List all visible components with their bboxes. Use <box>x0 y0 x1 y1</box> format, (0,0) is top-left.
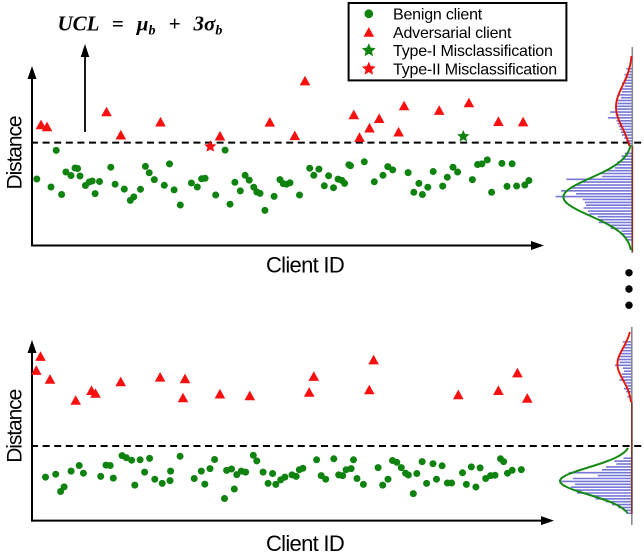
svg-text:UCL = μb + 3σb: UCL = μb + 3σb <box>58 12 223 39</box>
svg-text:Client ID: Client ID <box>266 531 344 555</box>
svg-text:Type-II Misclassification: Type-II Misclassification <box>393 61 557 78</box>
svg-text:Adversarial client: Adversarial client <box>393 25 512 42</box>
svg-text:Benign client: Benign client <box>393 6 483 23</box>
svg-text:Distance: Distance <box>4 116 27 189</box>
svg-text:Type-I Misclassification: Type-I Misclassification <box>393 43 553 60</box>
svg-text:Distance: Distance <box>4 389 27 462</box>
svg-text:Client ID: Client ID <box>266 253 344 278</box>
